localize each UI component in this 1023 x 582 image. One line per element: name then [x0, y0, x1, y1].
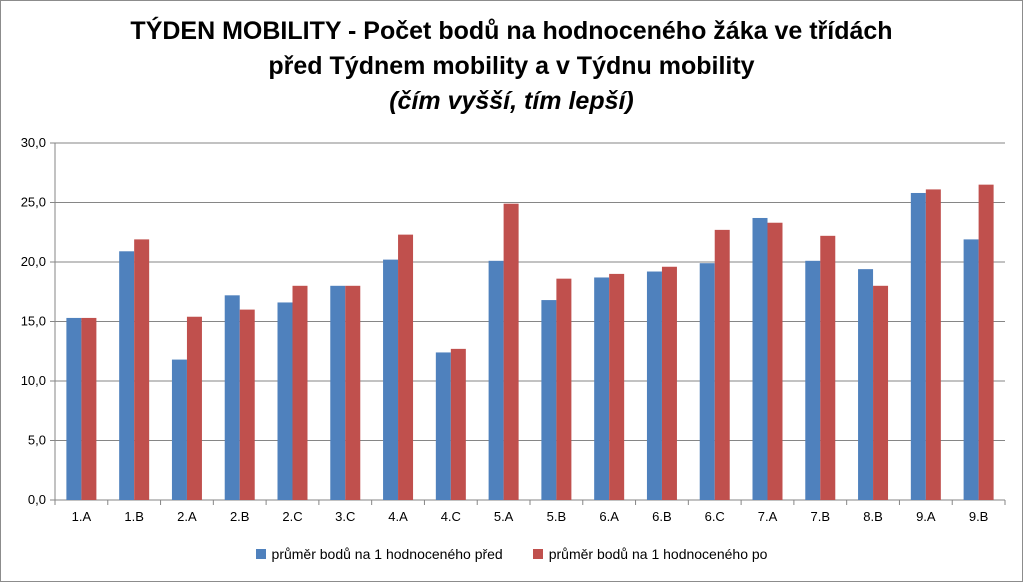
bar-after — [609, 273, 625, 500]
x-tick-label: 4.C — [441, 509, 461, 524]
y-tick-label: 5,0 — [28, 433, 46, 448]
y-tick-label: 0,0 — [28, 492, 46, 507]
bar-before — [488, 260, 504, 500]
bar-before — [277, 302, 293, 500]
bar-before — [541, 300, 557, 500]
legend-swatch-after — [532, 549, 543, 559]
x-tick-label: 1.B — [124, 509, 144, 524]
bar-before — [646, 271, 662, 500]
x-tick-label: 7.B — [811, 509, 831, 524]
bar-before — [383, 259, 399, 500]
bar-after — [925, 189, 941, 500]
x-tick-label: 9.B — [969, 509, 989, 524]
x-tick-label: 5.B — [547, 509, 567, 524]
x-tick-label: 4.A — [388, 509, 408, 524]
bar-before — [330, 285, 346, 500]
bar-after — [398, 234, 414, 500]
bar-before — [594, 277, 610, 500]
bar-before — [699, 263, 715, 500]
x-tick-label: 6.C — [705, 509, 725, 524]
bar-after — [134, 239, 150, 500]
y-tick-label: 10,0 — [21, 373, 46, 388]
bar-before — [963, 239, 979, 500]
legend-item-before: průměr bodů na 1 hodnoceného před — [255, 546, 503, 562]
legend-label-after: průměr bodů na 1 hodnoceného po — [548, 546, 768, 562]
x-tick-label: 6.B — [652, 509, 672, 524]
x-tick-label: 5.A — [494, 509, 514, 524]
y-tick-label: 30,0 — [21, 135, 46, 150]
bar-after — [767, 222, 783, 501]
x-tick-label: 3.C — [335, 509, 355, 524]
legend-item-after: průměr bodů na 1 hodnoceného po — [532, 546, 768, 562]
bar-before — [119, 251, 135, 500]
y-tick-label: 25,0 — [21, 195, 46, 210]
x-tick-label: 7.A — [758, 509, 778, 524]
y-tick-label: 15,0 — [21, 314, 46, 329]
bar-before — [805, 260, 821, 500]
bar-before — [171, 359, 187, 500]
x-tick-label: 2.B — [230, 509, 250, 524]
legend: průměr bodů na 1 hodnoceného před průměr… — [0, 546, 1023, 562]
bar-before — [858, 269, 874, 500]
bar-after — [81, 317, 97, 500]
bar-after — [978, 184, 994, 500]
bar-after — [714, 229, 730, 500]
bar-after — [345, 285, 361, 500]
bar-before — [224, 295, 240, 500]
chart-title: TÝDEN MOBILITY - Počet bodů na hodnocené… — [0, 14, 1023, 119]
bar-after — [239, 309, 255, 500]
bar-after — [820, 235, 836, 500]
bar-before — [66, 317, 82, 500]
bar-after — [503, 203, 519, 500]
x-tick-label: 2.C — [282, 509, 302, 524]
chart-title-line-1: TÝDEN MOBILITY - Počet bodů na hodnocené… — [130, 17, 893, 45]
bar-after — [186, 316, 202, 500]
x-tick-label: 2.A — [177, 509, 197, 524]
bar-before — [910, 192, 926, 501]
chart-title-line-2: před Týdnem mobility a v Týdnu mobility — [268, 52, 755, 80]
bar-before — [435, 352, 451, 500]
x-tick-label: 1.A — [72, 509, 92, 524]
x-tick-label: 6.A — [599, 509, 619, 524]
bar-after — [450, 348, 466, 500]
y-tick-label: 20,0 — [21, 254, 46, 269]
legend-label-before: průměr bodů na 1 hodnoceného před — [271, 546, 503, 562]
x-tick-label: 8.B — [863, 509, 883, 524]
chart-subtitle: (čím vyšší, tím lepší) — [389, 87, 634, 115]
legend-swatch-before — [255, 549, 266, 559]
x-tick-label: 9.A — [916, 509, 936, 524]
bar-after — [556, 278, 572, 500]
bar-after — [661, 266, 677, 500]
bar-after — [873, 285, 889, 500]
bar-before — [752, 217, 768, 500]
bar-after — [292, 285, 308, 500]
